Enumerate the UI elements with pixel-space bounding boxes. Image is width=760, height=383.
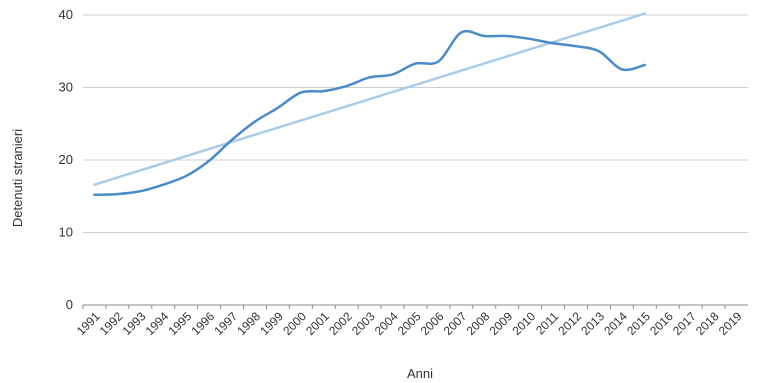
x-tick-label: 1991 bbox=[74, 309, 103, 338]
x-tick-label: 1999 bbox=[257, 309, 286, 338]
x-axis-title: Anni bbox=[407, 366, 433, 381]
gridlines bbox=[82, 14, 748, 309]
series-lines bbox=[93, 12, 647, 197]
x-tick-label: 2007 bbox=[441, 309, 470, 338]
x-tick-label: 1994 bbox=[143, 309, 172, 338]
x-tick-label: 2001 bbox=[303, 309, 332, 338]
x-tick-label: 1998 bbox=[234, 309, 263, 338]
x-tick-label: 1997 bbox=[211, 309, 240, 338]
x-tick-label: 2016 bbox=[647, 309, 676, 338]
trendline bbox=[93, 12, 647, 186]
x-tick-label: 2019 bbox=[716, 309, 745, 338]
x-tick-label: 2006 bbox=[418, 309, 447, 338]
x-tick-label: 1993 bbox=[120, 309, 149, 338]
x-tick-label: 1992 bbox=[97, 309, 126, 338]
y-tick-label: 20 bbox=[59, 152, 73, 167]
y-axis-title: Detenuti stranieri bbox=[10, 129, 25, 227]
x-tick-label: 2011 bbox=[533, 309, 561, 337]
x-tick-label: 2014 bbox=[601, 309, 630, 338]
x-tick-label: 2009 bbox=[487, 309, 516, 338]
x-tick-label: 2003 bbox=[349, 309, 378, 338]
x-tick-label: 2015 bbox=[624, 309, 653, 338]
x-tick-label: 1996 bbox=[188, 309, 217, 338]
x-tick-label: 2005 bbox=[395, 309, 424, 338]
x-tick-label: 2008 bbox=[464, 309, 493, 338]
x-tick-label: 2018 bbox=[693, 309, 722, 338]
y-tick-label: 30 bbox=[59, 80, 73, 95]
y-tick-label: 40 bbox=[59, 7, 73, 22]
x-tick-label: 2013 bbox=[578, 309, 607, 338]
y-tick-label: 0 bbox=[66, 297, 73, 312]
x-tick-label: 2002 bbox=[326, 309, 355, 338]
x-tick-labels: 1991199219931994199519961997199819992000… bbox=[74, 309, 745, 338]
x-tick-label: 2000 bbox=[280, 309, 309, 338]
y-tick-labels: 0 10 20 30 40 bbox=[59, 7, 73, 312]
series-line bbox=[93, 29, 647, 197]
x-tick-label: 2010 bbox=[509, 309, 538, 338]
x-tick-label: 2017 bbox=[670, 309, 699, 338]
x-tick-label: 2012 bbox=[555, 309, 584, 338]
y-tick-label: 10 bbox=[59, 225, 73, 240]
x-tick-label: 1995 bbox=[166, 309, 195, 338]
x-tick-label: 2004 bbox=[372, 309, 401, 338]
